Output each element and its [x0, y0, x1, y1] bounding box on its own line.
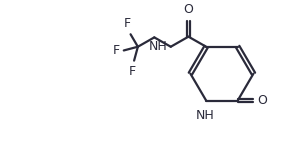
Text: F: F [129, 65, 136, 78]
Text: O: O [183, 3, 193, 16]
Text: F: F [124, 17, 131, 30]
Text: F: F [112, 44, 119, 57]
Text: O: O [258, 94, 267, 107]
Text: NH: NH [195, 109, 214, 122]
Text: NH: NH [149, 40, 167, 53]
